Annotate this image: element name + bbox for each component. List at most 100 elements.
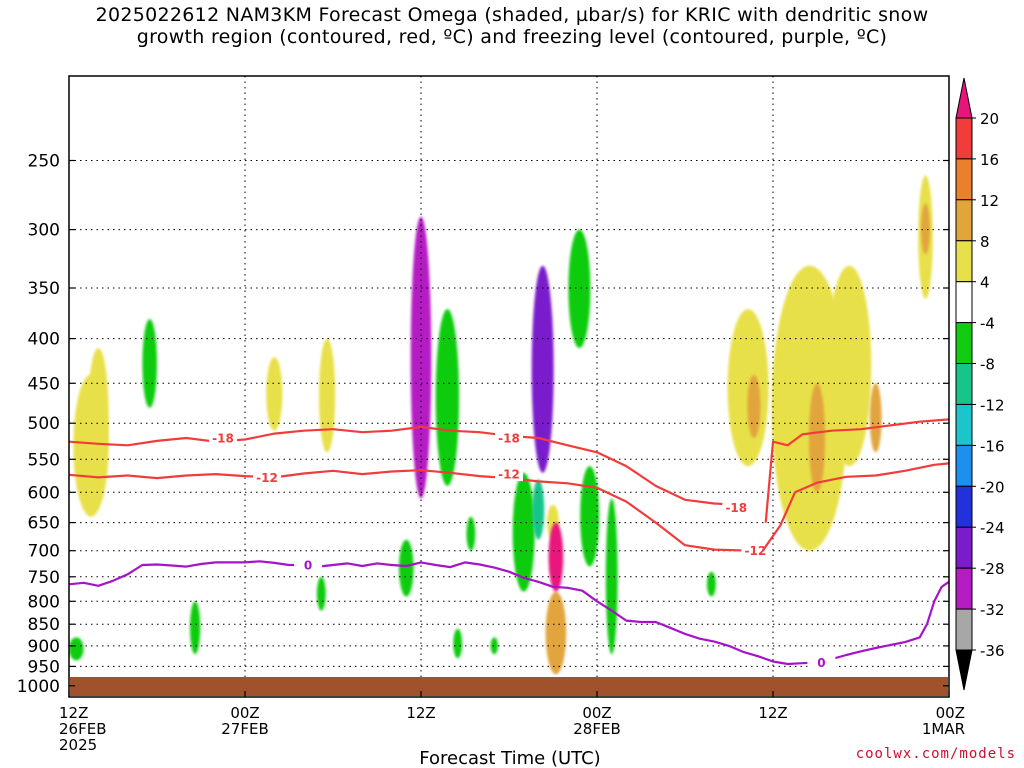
omega-cell <box>69 637 84 661</box>
colorbar-label: -12 <box>980 397 1005 415</box>
omega-cell <box>532 479 545 540</box>
y-tick-label: 700 <box>28 542 60 562</box>
x-tick-label: 00Z <box>936 704 965 722</box>
contour-label-bg <box>253 470 281 485</box>
omega-cell <box>580 466 600 567</box>
colorbar-label: 16 <box>980 151 999 169</box>
colorbar-segment <box>955 281 973 324</box>
contour-line <box>761 462 949 552</box>
contour-label: 0 <box>304 559 312 573</box>
contour-label-bg <box>209 431 237 445</box>
colorbar: 20 16 12 8 4 -4 -8 -12 -16 -20 -24 -28 -32 -36 <box>955 77 1005 691</box>
contour-label: -12 <box>745 544 767 558</box>
omega-cell <box>747 374 761 438</box>
colorbar-segment <box>955 404 973 446</box>
y-tick-label: 750 <box>28 568 60 588</box>
omega-cell <box>548 522 564 592</box>
y-tick-label: 900 <box>28 637 60 657</box>
omega-cell <box>727 309 769 467</box>
x-tick-label: 27FEB <box>221 720 268 738</box>
x-tick-label: 26FEB <box>59 720 106 738</box>
colorbar-segment <box>955 158 973 201</box>
y-tick-label: 550 <box>28 450 60 470</box>
omega-cell <box>435 309 460 486</box>
y-tick-label: 650 <box>28 514 60 534</box>
chart-title-line-1: 2025022612 NAM3KM Forecast Omega (shaded… <box>95 4 929 26</box>
chart-title-line-2: growth region (contoured, red, ºC) and f… <box>136 26 888 48</box>
x-tick-label: 12Z <box>758 704 787 722</box>
contour-label: -18 <box>212 432 234 446</box>
contour-label-bg <box>741 543 770 558</box>
contour-label: -12 <box>256 471 278 485</box>
contour-line <box>764 418 949 523</box>
omega-cell <box>605 498 618 655</box>
omega-cell <box>266 357 283 431</box>
omega-cell <box>707 571 716 597</box>
colorbar-label: -20 <box>980 478 1005 496</box>
contour-label-bg <box>495 431 523 445</box>
contour-label: -12 <box>498 468 520 482</box>
colorbar-label: -24 <box>980 519 1005 537</box>
x-tick-label: 00Z <box>582 704 611 722</box>
colorbar-segment <box>955 567 973 610</box>
x-tick-label: 12Z <box>406 704 435 722</box>
y-tick-label: 850 <box>28 615 60 635</box>
contour-label-bg <box>807 655 836 670</box>
colorbar-label: -16 <box>980 437 1005 455</box>
colorbar-segment <box>955 526 973 569</box>
y-tick-label: 400 <box>28 330 60 350</box>
colorbar-label: 4 <box>980 274 990 292</box>
y-tick-label: 800 <box>28 592 60 612</box>
contour-label-bg <box>495 467 523 482</box>
plot-frame <box>68 75 950 698</box>
omega-cell <box>190 601 201 655</box>
terrain-strip <box>70 677 948 696</box>
site-credit: coolwx.com/models <box>855 746 1016 762</box>
colorbar-segment <box>955 444 973 487</box>
y-tick-label: 500 <box>28 414 60 434</box>
x-tick-label: 2025 <box>59 736 97 754</box>
y-axis: 2503003504004505005506006507007508008509… <box>17 152 949 697</box>
colorbar-segment <box>955 117 973 160</box>
chart-title: 2025022612 NAM3KM Forecast Omega (shaded… <box>0 4 1024 48</box>
omega-cell <box>512 472 535 592</box>
omega-cell <box>808 383 826 493</box>
y-tick-label: 600 <box>28 483 60 503</box>
omega-cell <box>531 265 554 473</box>
omega-cell <box>545 591 567 675</box>
omega-cell <box>88 348 109 480</box>
colorbar-label: -8 <box>980 356 995 374</box>
contour-line <box>69 425 737 506</box>
colorbar-segment <box>955 199 973 242</box>
colorbar-segment <box>955 608 973 651</box>
colorbar-segment <box>955 363 973 405</box>
colorbar-label: 20 <box>980 110 999 128</box>
x-tick-label: 28FEB <box>573 720 620 738</box>
omega-cell <box>827 265 872 467</box>
omega-cell <box>466 516 476 551</box>
omega-cell <box>921 203 930 255</box>
contour-line <box>69 469 752 552</box>
colorbar-label: -32 <box>980 601 1005 619</box>
colorbar-top-arrow <box>955 77 973 119</box>
colorbar-label: 8 <box>980 233 990 251</box>
temperature-contours: -18 -18 -18 -12 -12 -12 0 0 <box>69 418 949 670</box>
y-tick-label: 350 <box>28 279 60 299</box>
colorbar-bottom-arrow <box>955 649 973 691</box>
colorbar-label: 12 <box>980 192 999 210</box>
contour-label: -18 <box>725 501 747 515</box>
colorbar-label: -4 <box>980 315 995 333</box>
x-tick-label: 12Z <box>59 704 88 722</box>
omega-cell <box>490 637 498 655</box>
omega-cell <box>399 539 414 597</box>
omega-cell <box>142 319 157 408</box>
y-tick-label: 1000 <box>17 677 60 697</box>
contour-label-bg <box>294 558 323 572</box>
colorbar-label: -28 <box>980 560 1005 578</box>
colorbar-segment <box>955 485 973 528</box>
colorbar-segment <box>955 322 973 365</box>
y-tick-label: 250 <box>28 152 60 172</box>
y-tick-label: 950 <box>28 657 60 677</box>
omega-cell <box>568 229 591 348</box>
